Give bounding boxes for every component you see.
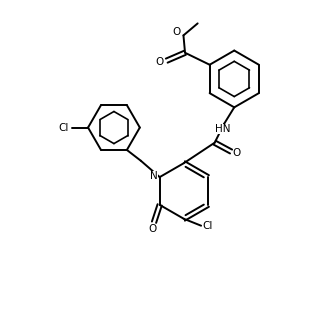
Text: O: O	[233, 148, 241, 158]
Text: HN: HN	[215, 124, 230, 135]
Text: O: O	[156, 57, 164, 67]
Text: Cl: Cl	[58, 123, 68, 133]
Text: N: N	[150, 171, 158, 182]
Text: O: O	[148, 223, 157, 233]
Text: Cl: Cl	[203, 221, 213, 231]
Text: O: O	[172, 27, 181, 37]
